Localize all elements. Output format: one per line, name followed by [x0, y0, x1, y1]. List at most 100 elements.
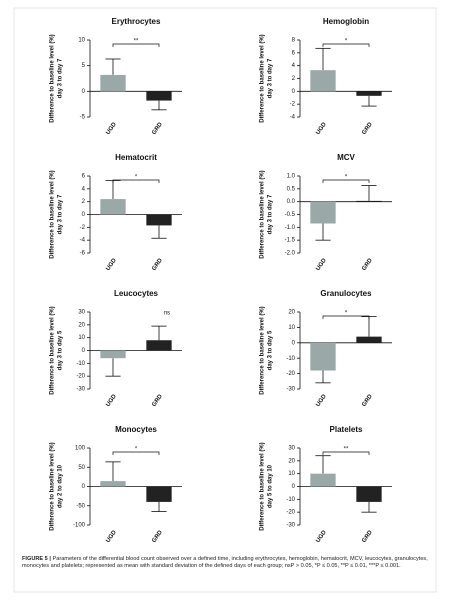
y-tick-label: -1.0 — [285, 225, 296, 231]
significance-label: ** — [344, 447, 349, 453]
y-tick-label: -5 — [80, 115, 86, 121]
y-axis-label: day 3 to day 7 — [268, 194, 274, 234]
y-axis-label: Difference to baseline level (%) — [50, 442, 56, 530]
y-tick-label: -100 — [73, 523, 86, 529]
y-axis-label: Difference to baseline level (%) — [50, 306, 56, 394]
chart-title: Platelets — [330, 425, 363, 434]
y-tick-label: -2 — [80, 225, 86, 231]
y-tick-label: 1.0 — [287, 174, 296, 180]
y-tick-label: -10 — [286, 497, 295, 503]
bar — [100, 350, 126, 359]
y-tick-label: -50 — [76, 503, 85, 509]
y-tick-label: 100 — [75, 446, 86, 452]
y-tick-label: 0 — [292, 484, 296, 490]
y-tick-label: -10 — [286, 356, 295, 362]
bar — [356, 336, 382, 343]
y-tick-label: 20 — [78, 322, 85, 328]
y-tick-label: 10 — [78, 38, 85, 44]
y-tick-label: -20 — [286, 510, 295, 516]
x-tick-label: UGD — [105, 529, 118, 544]
y-tick-label: 0 — [82, 484, 86, 490]
y-tick-label: 10 — [78, 335, 85, 341]
y-tick-label: 6 — [82, 174, 86, 180]
bar — [310, 342, 336, 371]
y-axis-label: day 3 to day 7 — [268, 58, 274, 98]
y-tick-label: 30 — [78, 310, 85, 316]
x-tick-label: UGD — [315, 529, 328, 544]
x-tick-label: GRD — [151, 393, 164, 408]
y-tick-label: 5 — [82, 63, 86, 69]
y-tick-label: 10 — [288, 325, 295, 331]
caption: FIGURE 5 | Parameters of the differentia… — [22, 556, 432, 570]
y-tick-label: 50 — [78, 465, 85, 471]
chart-title: Hematocrit — [115, 153, 157, 162]
x-tick-label: GRD — [361, 121, 374, 136]
y-tick-label: -2 — [290, 102, 296, 108]
significance-label: * — [135, 175, 138, 181]
y-tick-label: -4 — [80, 238, 86, 244]
significance-bracket — [112, 43, 160, 47]
significance-bracket — [322, 43, 370, 47]
y-tick-label: 0.5 — [287, 186, 296, 192]
y-axis-label: Difference to baseline level (%) — [260, 170, 266, 258]
y-tick-label: 10 — [288, 471, 295, 477]
y-axis-label: day 3 to day 7 — [58, 194, 64, 234]
chart-title: MCV — [337, 153, 355, 162]
y-tick-label: 0 — [292, 89, 296, 95]
y-axis-label: day 3 to day 5 — [268, 330, 274, 370]
significance-bracket — [112, 451, 160, 455]
y-tick-label: -30 — [286, 523, 295, 529]
bar — [310, 70, 336, 92]
caption-text: Parameters of the differential blood cou… — [22, 556, 428, 569]
y-tick-label: -20 — [76, 374, 85, 380]
x-tick-label: GRD — [151, 121, 164, 136]
significance-bracket — [322, 179, 370, 183]
y-axis-label: Difference to baseline level (%) — [260, 306, 266, 394]
y-axis-label: day 3 to day 7 — [58, 58, 64, 98]
y-tick-label: 20 — [288, 458, 295, 464]
bar — [100, 199, 126, 215]
y-tick-label: -2.0 — [285, 251, 296, 257]
significance-label: ns — [164, 311, 170, 317]
significance-label: * — [345, 39, 348, 45]
y-axis-label: Difference to baseline level (%) — [260, 34, 266, 122]
bar — [310, 473, 336, 487]
bar — [146, 214, 172, 226]
chart-title: Erythrocytes — [112, 17, 161, 26]
significance-bracket — [112, 179, 160, 183]
y-tick-label: 0 — [82, 89, 86, 95]
significance-label: * — [345, 175, 348, 181]
y-tick-label: -1.5 — [285, 238, 296, 244]
significance-bracket — [322, 451, 370, 455]
y-tick-label: 4 — [292, 63, 296, 69]
y-tick-label: 0 — [82, 348, 86, 354]
x-tick-label: UGD — [315, 121, 328, 136]
x-tick-label: UGD — [105, 393, 118, 408]
significance-label: * — [345, 311, 348, 317]
bar — [356, 486, 382, 502]
y-tick-label: -20 — [286, 371, 295, 377]
y-axis-label: day 5 to day 10 — [268, 464, 274, 508]
bar — [100, 481, 126, 487]
y-axis-label: Difference to baseline level (%) — [260, 442, 266, 530]
y-axis-label: day 2 to day 10 — [58, 464, 64, 508]
chart-title: Hemoglobin — [323, 17, 369, 26]
significance-label: * — [135, 447, 138, 453]
chart-title: Monocytes — [115, 425, 157, 434]
x-tick-label: UGD — [105, 121, 118, 136]
y-tick-label: -10 — [76, 361, 85, 367]
significance-bracket — [322, 315, 370, 319]
y-axis-label: Difference to baseline level (%) — [50, 34, 56, 122]
bar — [310, 201, 336, 224]
x-tick-label: GRD — [361, 257, 374, 272]
bar — [146, 486, 172, 502]
x-tick-label: GRD — [151, 257, 164, 272]
x-tick-label: GRD — [361, 393, 374, 408]
bar — [146, 91, 172, 101]
y-axis-label: day 3 to day 5 — [58, 330, 64, 370]
y-tick-label: -30 — [76, 387, 85, 393]
bar — [100, 74, 126, 92]
bar — [356, 91, 382, 96]
chart-title: Leucocytes — [114, 289, 159, 298]
